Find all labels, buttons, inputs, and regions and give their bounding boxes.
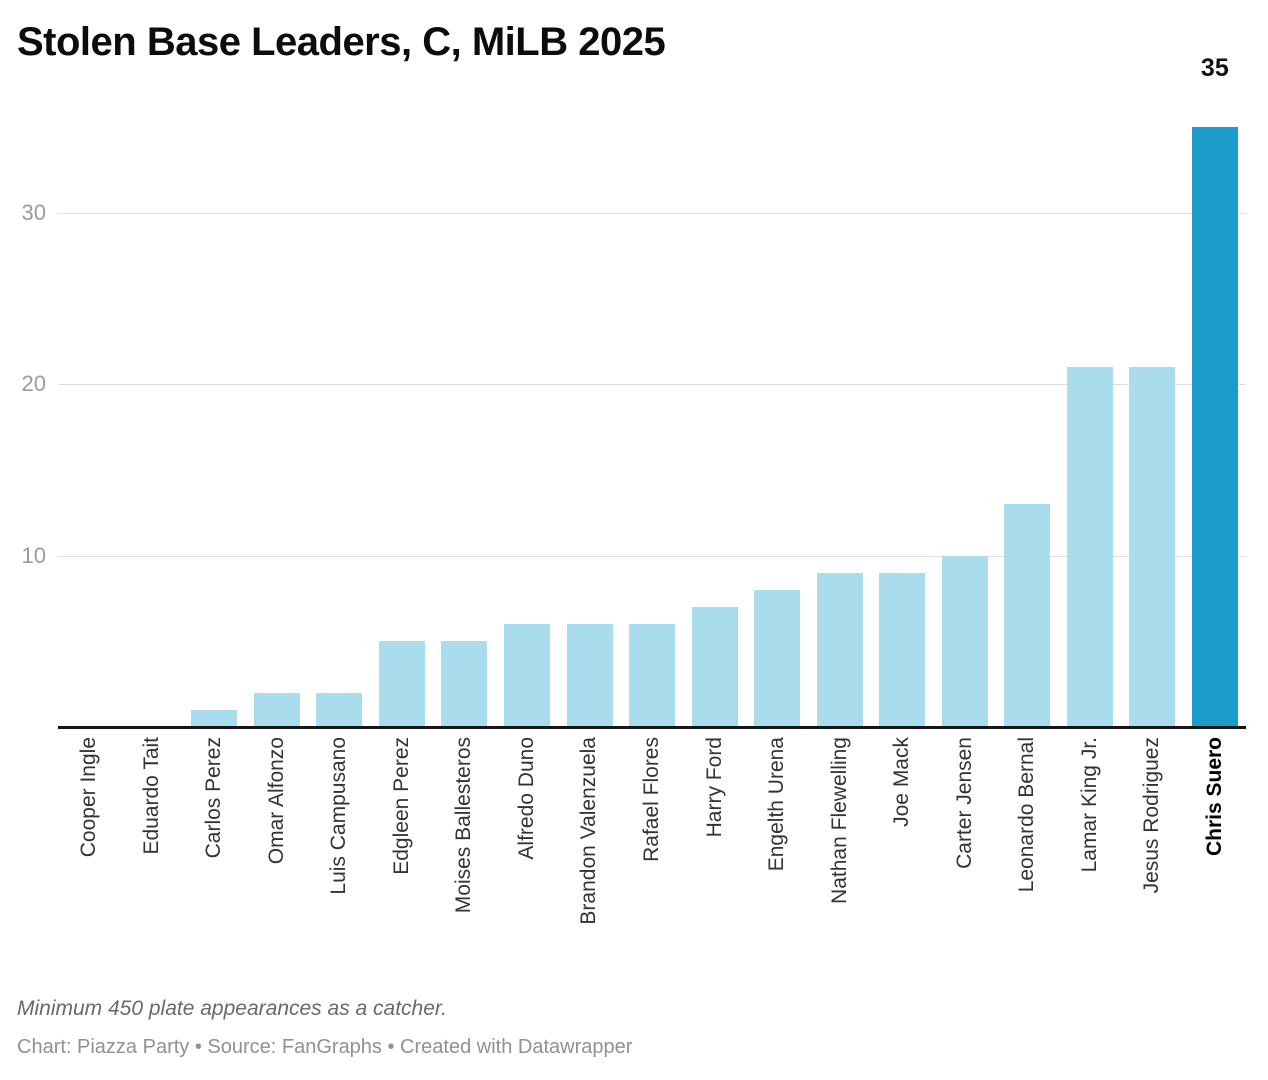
x-label-cell: Cooper Ingle [58,737,121,969]
x-label-cell: Brandon Valenzuela [558,737,621,969]
bar [378,641,425,727]
bar [503,624,550,727]
x-label-cell: Nathan Flewelling [808,737,871,969]
bar [191,709,238,727]
x-axis-label: Carlos Perez [202,737,226,859]
bar-cell [1121,90,1184,727]
x-label-cell: Edgleen Perez [371,737,434,969]
x-axis-label: Rafael Flores [640,737,664,862]
x-axis-label: Chris Suero [1202,737,1226,857]
bar-cell: 35 [1184,56,1247,727]
bar [691,607,738,727]
x-axis-label: Nathan Flewelling [827,737,851,904]
x-label-cell: Lamar King Jr. [1059,737,1122,969]
x-axis-label: Alfredo Duno [514,737,538,860]
x-label-cell: Carter Jensen [933,737,996,969]
bar [941,555,988,727]
x-axis-label: Eduardo Tait [139,737,163,855]
bar [1066,367,1113,727]
bar [253,692,300,727]
y-tick-label: 30 [21,199,46,225]
gridline-y30 [58,212,1246,214]
bar-cell [558,90,621,727]
gridline-y10 [58,555,1246,557]
x-axis-label: Brandon Valenzuela [577,737,601,925]
y-tick-label: 10 [21,542,46,568]
x-label-cell: Engelth Urena [746,737,809,969]
bars-row: 35 [58,56,1247,727]
bar-cell [808,90,871,727]
bar-cell [621,90,684,727]
bar [316,692,363,727]
bar-cell [871,90,934,727]
bar-cell [58,90,121,727]
chart-title: Stolen Base Leaders, C, MiLB 2025 [17,20,666,64]
bar-cell [183,90,246,727]
bar [629,624,676,727]
bar-cell [308,90,371,727]
x-axis-label: Edgleen Perez [389,737,413,875]
x-label-cell: Carlos Perez [183,737,246,969]
x-axis-label: Moises Ballesteros [452,737,476,914]
bar-cell [371,90,434,727]
x-axis-label: Engelth Urena [765,737,789,872]
bar-cell [121,90,184,727]
x-label-cell: Alfredo Duno [496,737,559,969]
x-label-cell: Luis Campusano [308,737,371,969]
x-label-cell: Harry Ford [683,737,746,969]
bar-cell [433,90,496,727]
bar [754,589,801,727]
bar [566,624,613,727]
x-label-cell: Chris Suero [1184,737,1247,969]
x-axis-label: Harry Ford [702,737,726,838]
bar [816,572,863,727]
bar [1004,504,1051,727]
chart-note: Minimum 450 plate appearances as a catch… [17,997,447,1020]
bar-cell [933,90,996,727]
bar-cell [1059,90,1122,727]
bar-cell [683,90,746,727]
x-axis-label: Omar Alfonzo [264,737,288,865]
x-axis-label: Joe Mack [890,737,914,827]
x-axis-label: Leonardo Bernal [1015,737,1039,893]
bar [1129,367,1176,727]
bar-cell [246,90,309,727]
bar-cell [996,90,1059,727]
x-label-cell: Leonardo Bernal [996,737,1059,969]
x-axis-labels: Cooper Ingle Eduardo Tait Carlos Perez Omar… [58,737,1246,969]
x-axis-label: Jesus Rodriguez [1140,737,1164,894]
x-label-cell: Omar Alfonzo [246,737,309,969]
x-axis-label: Carter Jensen [952,737,976,869]
bar [879,572,926,727]
x-label-cell: Joe Mack [871,737,934,969]
x-label-cell: Moises Ballesteros [433,737,496,969]
gridline-y20 [58,384,1246,386]
bar-value-label: 35 [1200,54,1229,82]
x-axis-label: Cooper Ingle [77,737,101,858]
x-label-cell: Jesus Rodriguez [1121,737,1184,969]
x-axis-line [58,726,1246,729]
bar-cell [746,90,809,727]
x-axis-label: Lamar King Jr. [1077,737,1101,873]
plot-area: 10 20 30 35 [0,56,1268,729]
x-label-cell: Eduardo Tait [121,737,184,969]
bar-highlighted: 35 [1191,56,1238,727]
x-axis-label: Luis Campusano [327,737,351,895]
x-label-cell: Rafael Flores [621,737,684,969]
bar [441,641,488,727]
chart-byline: Chart: Piazza Party • Source: FanGraphs … [17,1036,633,1058]
bar-cell [496,90,559,727]
y-tick-label: 20 [21,371,46,397]
